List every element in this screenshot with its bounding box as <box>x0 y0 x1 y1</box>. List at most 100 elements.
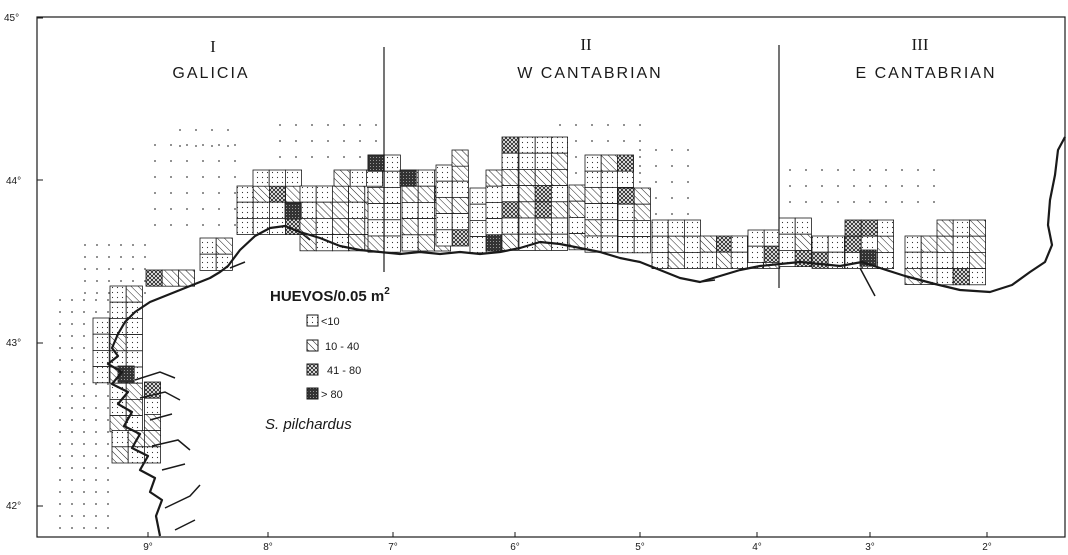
station-dot-144 <box>186 176 188 178</box>
grid-cell-152 <box>568 216 586 234</box>
station-dot-91 <box>71 515 73 517</box>
station-dot-38 <box>95 383 97 385</box>
station-dot-226 <box>687 165 689 167</box>
grid-cell-100 <box>417 234 435 252</box>
grid-cell-174 <box>617 203 635 221</box>
station-dot-234 <box>687 197 689 199</box>
grid-cell-123 <box>501 152 519 170</box>
grid-cell-111 <box>451 229 469 247</box>
grid-cell-3 <box>92 366 110 384</box>
grid-cell-192 <box>716 251 734 269</box>
station-dot-184 <box>327 140 329 142</box>
station-dot-221 <box>671 149 673 151</box>
station-dot-65 <box>59 455 61 457</box>
station-dot-99 <box>107 527 109 529</box>
grid-cell-33 <box>177 269 195 287</box>
station-dot-30 <box>59 371 61 373</box>
grid-cell-61 <box>348 201 366 219</box>
grid-cell-83 <box>367 219 385 237</box>
grid-cell-215 <box>877 219 895 237</box>
grid-cell-109 <box>451 213 469 231</box>
station-dot-39 <box>107 383 109 385</box>
station-dot-171 <box>195 145 197 147</box>
station-dot-174 <box>279 124 281 126</box>
station-dot-9 <box>107 311 109 313</box>
station-dot-233 <box>671 197 673 199</box>
station-dot-81 <box>71 491 73 493</box>
station-dot-95 <box>59 527 61 529</box>
station-dot-15 <box>59 335 61 337</box>
legend-label-mid: 10 - 40 <box>325 341 359 353</box>
station-dot-246 <box>901 169 903 171</box>
station-dot-150 <box>186 192 188 194</box>
station-dot-248 <box>933 169 935 171</box>
station-dot-55 <box>59 431 61 433</box>
grid-cell-112 <box>451 149 469 167</box>
station-dot-183 <box>311 140 313 142</box>
station-dot-109 <box>120 256 122 258</box>
station-dot-63 <box>95 443 97 445</box>
station-dot-45 <box>59 407 61 409</box>
station-dot-143 <box>170 176 172 178</box>
grid-cell-44 <box>268 201 286 219</box>
grid-cell-126 <box>501 201 519 219</box>
station-dot-70 <box>59 467 61 469</box>
station-dot-147 <box>234 176 236 178</box>
grid-cell-90 <box>401 185 419 203</box>
legend-label-low: <10 <box>321 316 340 328</box>
grid-cell-150 <box>568 184 586 202</box>
grid-cell-129 <box>518 136 536 154</box>
grid-cell-231 <box>936 235 954 253</box>
grid-cell-12 <box>109 350 127 368</box>
station-dot-117 <box>144 268 146 270</box>
station-dot-92 <box>83 515 85 517</box>
station-dot-239 <box>789 169 791 171</box>
station-dot-260 <box>805 201 807 203</box>
grid-cell-dense-0 <box>367 154 385 172</box>
station-dot-256 <box>901 185 903 187</box>
station-dot-100 <box>84 244 86 246</box>
legend-swatch-mid <box>306 339 319 352</box>
lat-tick-42: 42° <box>6 501 21 512</box>
grid-cell-211 <box>811 251 829 269</box>
coastline-detail <box>134 231 876 531</box>
station-dot-182 <box>295 140 297 142</box>
grid-cell-228 <box>936 219 954 237</box>
grid-cell-201 <box>747 245 765 263</box>
grid-cell-88 <box>417 169 435 187</box>
grid-cell-183 <box>651 235 669 253</box>
station-dot-228 <box>655 181 657 183</box>
grid-cell-38 <box>236 185 254 203</box>
grid-cell-85 <box>367 235 385 253</box>
grid-cell-1 <box>92 333 110 351</box>
grid-cell-218 <box>877 235 895 253</box>
station-dot-119 <box>96 280 98 282</box>
station-dot-161 <box>170 224 172 226</box>
station-dot-4 <box>107 299 109 301</box>
grid-cell-13 <box>125 350 143 368</box>
grid-cell-66 <box>348 217 366 235</box>
station-dot-187 <box>375 140 377 142</box>
station-dot-122 <box>132 280 134 282</box>
legend-swatch-vhigh <box>306 387 319 400</box>
grid-cell-193 <box>730 235 748 253</box>
station-dot-103 <box>120 244 122 246</box>
grid-cell-146 <box>551 217 569 235</box>
station-dot-255 <box>885 185 887 187</box>
grid-cell-25 <box>111 430 129 448</box>
station-dot-51 <box>71 419 73 421</box>
grid-cell-132 <box>518 152 536 170</box>
grid-cell-125 <box>501 185 519 203</box>
grid-cell-dense-2 <box>117 365 135 383</box>
station-dot-1 <box>71 299 73 301</box>
station-dot-267 <box>917 201 919 203</box>
grid-cell-164 <box>600 203 618 221</box>
station-dot-199 <box>623 124 625 126</box>
station-dot-78 <box>95 479 97 481</box>
station-dot-83 <box>95 491 97 493</box>
grid-cell-81 <box>367 203 385 221</box>
station-dot-153 <box>234 192 236 194</box>
grid-cell-6 <box>109 301 127 319</box>
grid-cell-0 <box>92 317 110 335</box>
region-numeral-2: II <box>580 35 592 54</box>
